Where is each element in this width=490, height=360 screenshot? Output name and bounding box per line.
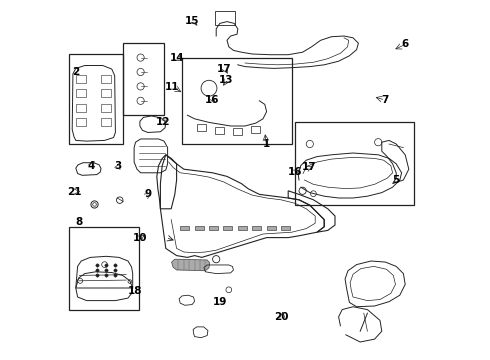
Bar [251,126,261,133]
Text: 4: 4 [87,161,95,171]
Text: 3: 3 [115,161,122,171]
Bar [76,118,86,126]
Bar [76,75,86,83]
Bar [267,226,275,230]
Text: 5: 5 [392,175,400,185]
Bar [76,104,86,112]
Text: 16: 16 [205,95,219,105]
Text: 6: 6 [402,39,409,49]
Bar [223,226,232,230]
Bar [216,127,224,134]
Bar [197,124,206,131]
Text: 19: 19 [213,297,227,307]
Text: 20: 20 [274,312,289,322]
Text: 15: 15 [184,16,199,26]
Bar [180,226,189,230]
Bar [252,226,261,230]
Text: 13: 13 [219,75,234,85]
Bar [233,128,243,135]
Text: 8: 8 [75,217,82,228]
Text: 10: 10 [133,233,147,243]
Text: 18: 18 [128,286,143,296]
Text: 1: 1 [263,139,270,149]
Bar [101,89,111,97]
Bar [216,11,235,25]
Text: 17: 17 [217,64,231,74]
Bar [238,226,247,230]
Bar [101,75,111,83]
Bar [122,43,164,115]
Text: 14: 14 [170,53,185,63]
Bar [69,227,139,310]
Text: 9: 9 [144,189,151,199]
Bar [195,226,204,230]
Text: 7: 7 [381,95,389,105]
Text: 17: 17 [302,162,317,172]
Bar [101,104,111,112]
Bar [182,58,292,144]
Bar [281,226,290,230]
Bar [76,89,86,97]
Text: 21: 21 [67,186,81,197]
Bar [295,122,414,205]
Bar [69,54,122,144]
Bar [101,118,111,126]
Text: 2: 2 [72,67,79,77]
Text: 16: 16 [288,167,302,177]
Text: 11: 11 [165,82,179,92]
Bar [209,226,218,230]
Polygon shape [172,259,210,271]
Text: 12: 12 [156,117,170,127]
